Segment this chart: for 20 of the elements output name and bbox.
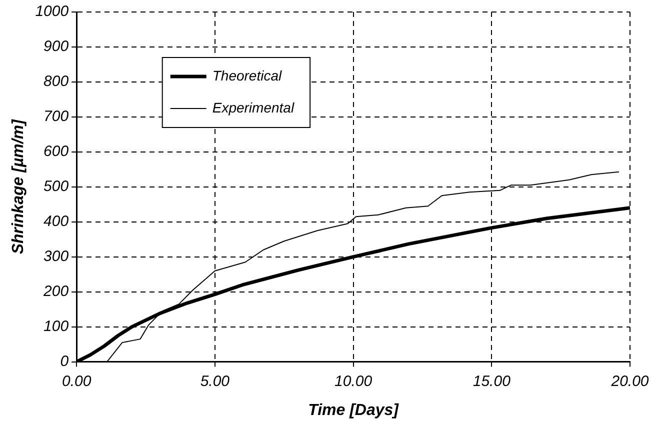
y-axis-title: Shrinkage [µm/m] [10,118,28,254]
y-tick-label: 700 [44,108,70,126]
y-tick-label: 100 [44,318,70,335]
x-axis-title: Time [Days] [308,402,400,419]
x-tick-label: 5.00 [200,372,230,390]
y-tick-label: 200 [42,283,70,300]
y-tick-label: 600 [44,143,70,160]
y-tick-label: 1000 [35,3,70,20]
x-tick-label: 10.00 [334,372,373,390]
x-tick-label: 15.00 [472,372,512,390]
x-tick-label: 0.00 [62,372,92,390]
legend-label: Theoretical [212,67,282,84]
y-tick-label: 0 [60,352,70,370]
y-tick-label: 800 [44,73,70,90]
y-tick-label: 500 [44,178,70,196]
y-tick-label: 300 [44,248,70,266]
legend-label: Experimental [212,99,295,116]
y-tick-label: 900 [44,38,70,56]
y-tick-label: 400 [44,213,70,230]
x-tick-label: 20.00 [610,372,650,390]
